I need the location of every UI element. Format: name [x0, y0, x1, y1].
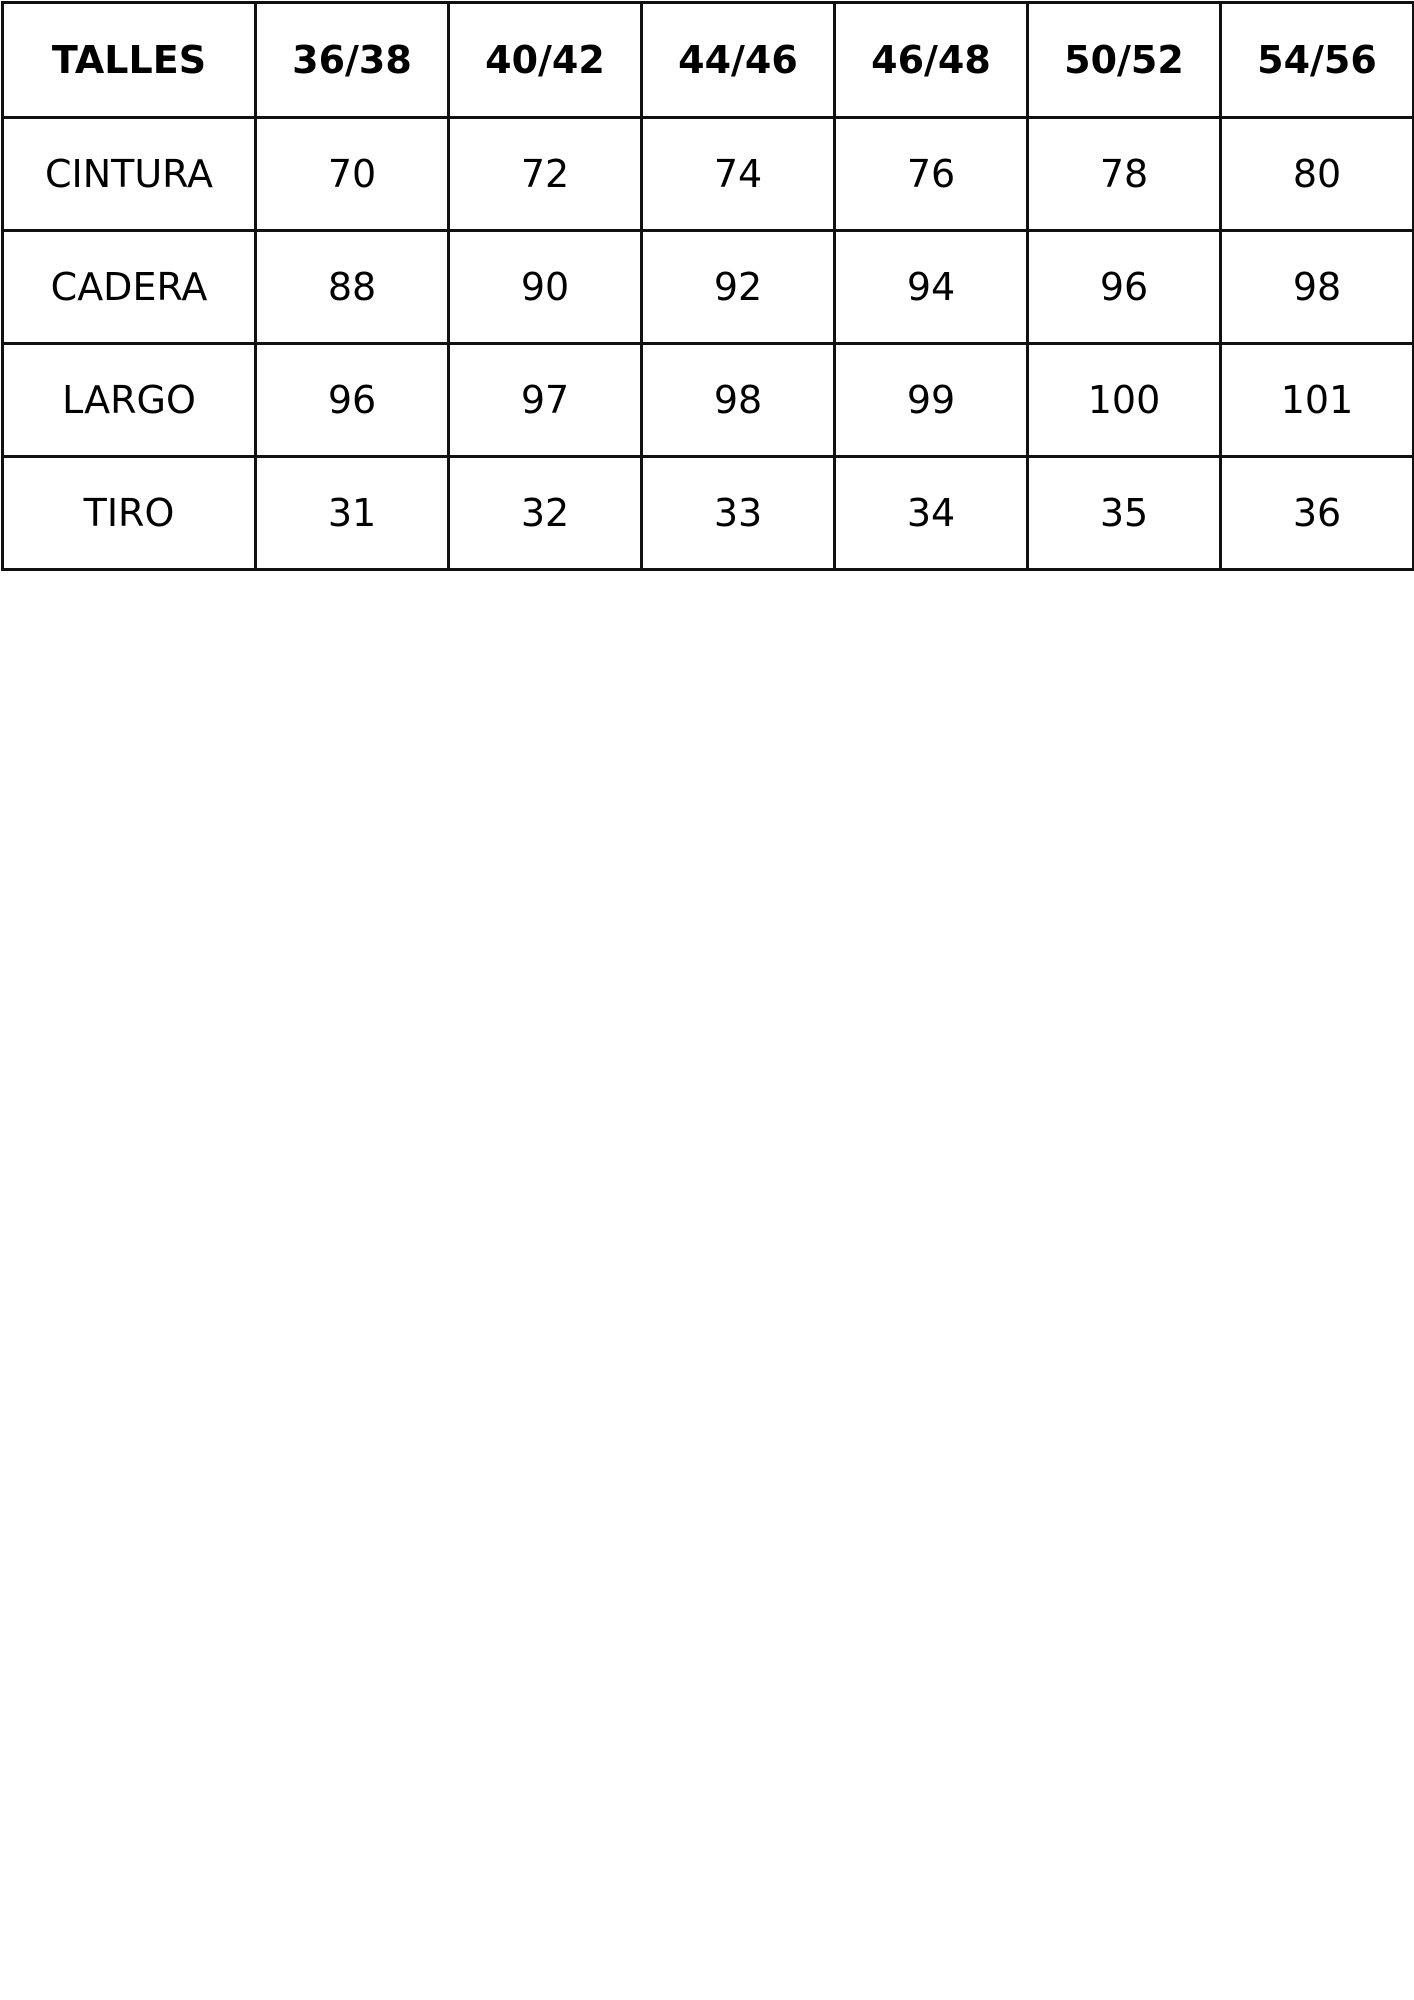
- header-cell: 40/42: [447, 1, 643, 119]
- table-cell: 99: [833, 342, 1029, 458]
- table-cell: 34: [833, 455, 1029, 571]
- table-cell: 80: [1219, 116, 1414, 232]
- header-cell: TALLES: [1, 1, 257, 119]
- table-cell: 90: [447, 229, 643, 345]
- table-cell: 70: [254, 116, 450, 232]
- row-label-cell: CINTURA: [1, 116, 257, 232]
- row-label-cell: LARGO: [1, 342, 257, 458]
- table-cell: 31: [254, 455, 450, 571]
- header-cell: 54/56: [1219, 1, 1414, 119]
- table-row: CINTURA 70 72 74 76 78 80: [1, 116, 1414, 232]
- table-cell: 32: [447, 455, 643, 571]
- table-cell: 98: [640, 342, 836, 458]
- header-cell: 44/46: [640, 1, 836, 119]
- table-cell: 76: [833, 116, 1029, 232]
- table-cell: 101: [1219, 342, 1414, 458]
- table-cell: 97: [447, 342, 643, 458]
- table-cell: 74: [640, 116, 836, 232]
- header-cell: 36/38: [254, 1, 450, 119]
- row-label-cell: TIRO: [1, 455, 257, 571]
- table-cell: 94: [833, 229, 1029, 345]
- header-cell: 46/48: [833, 1, 1029, 119]
- table-cell: 72: [447, 116, 643, 232]
- table-cell: 33: [640, 455, 836, 571]
- table-row: LARGO 96 97 98 99 100 101: [1, 342, 1414, 458]
- table-cell: 78: [1026, 116, 1222, 232]
- table-cell: 98: [1219, 229, 1414, 345]
- size-chart-table: TALLES 36/38 40/42 44/46 46/48 50/52 54/…: [1, 1, 1414, 571]
- table-cell: 35: [1026, 455, 1222, 571]
- table-cell: 88: [254, 229, 450, 345]
- table-cell: 92: [640, 229, 836, 345]
- row-label-cell: CADERA: [1, 229, 257, 345]
- table-row: TIRO 31 32 33 34 35 36: [1, 455, 1414, 571]
- table-cell: 96: [254, 342, 450, 458]
- table-cell: 100: [1026, 342, 1222, 458]
- table-cell: 36: [1219, 455, 1414, 571]
- header-cell: 50/52: [1026, 1, 1222, 119]
- header-row: TALLES 36/38 40/42 44/46 46/48 50/52 54/…: [1, 1, 1414, 119]
- table-row: CADERA 88 90 92 94 96 98: [1, 229, 1414, 345]
- table-cell: 96: [1026, 229, 1222, 345]
